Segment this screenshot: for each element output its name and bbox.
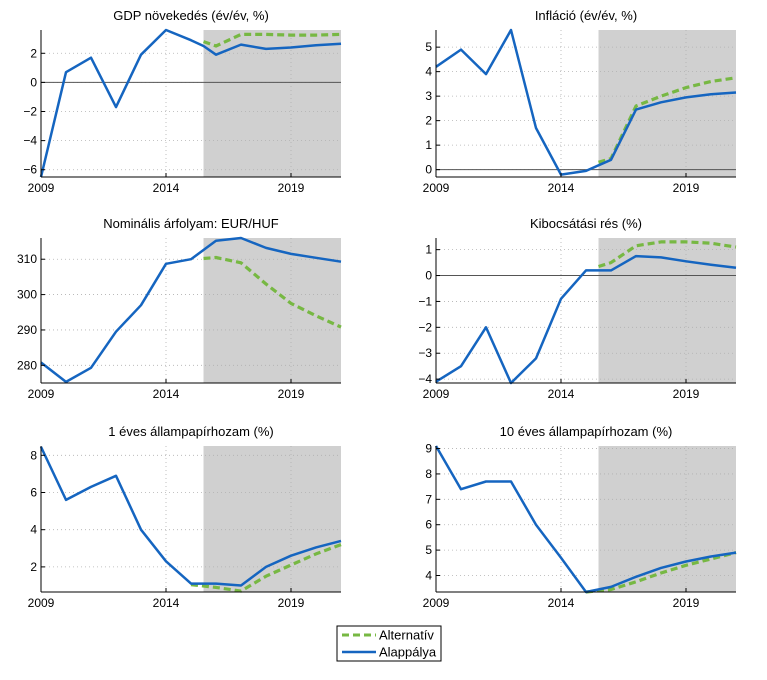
chart-panel-3: Nominális árfolyam: EUR/HUF 280 290 300 310 2…: [17, 216, 342, 401]
x-tick-label: 2019: [278, 387, 305, 401]
y-tick-label: 4: [425, 568, 432, 582]
y-tick-label: 300: [17, 288, 37, 302]
x-tick-label: 2019: [673, 181, 700, 195]
chart-title: Kibocsátási rés (%): [530, 216, 642, 231]
y-tick-label: 8: [425, 467, 432, 481]
x-tick-label: 2014: [548, 387, 575, 401]
y-tick-label: 4: [425, 65, 432, 79]
chart-panel-6: 10 éves állampapírhozam (%) 4 5 6 7 8 9 2009 201…: [423, 424, 737, 610]
forecast-shade: [203, 238, 341, 383]
chart-title: 1 éves állampapírhozam (%): [108, 424, 273, 439]
chart-title: Nominális árfolyam: EUR/HUF: [103, 216, 279, 231]
y-tick-label: 5: [425, 543, 432, 557]
x-tick-label: 2009: [28, 181, 55, 195]
forecast-shade: [203, 446, 341, 592]
x-tick-label: 2014: [153, 181, 180, 195]
series-line-baseline: [40, 236, 342, 384]
y-tick-label: 0: [425, 269, 432, 283]
y-tick-label: 8: [30, 448, 37, 462]
x-tick-label: 2009: [423, 596, 450, 610]
y-tick-label: 310: [17, 252, 37, 266]
y-tick-label: 6: [30, 485, 37, 499]
y-tick-label: −4: [23, 134, 37, 148]
y-tick-label: −1: [418, 294, 432, 308]
forecast-shade: [598, 446, 736, 592]
x-tick-label: 2009: [423, 181, 450, 195]
x-tick-label: 2014: [153, 596, 180, 610]
y-tick-label: −3: [418, 346, 432, 360]
y-tick-label: 6: [425, 518, 432, 532]
chart-panel-1: GDP növekedés (év/év, %) −6 −4 −2 0 2 2009 2014…: [23, 8, 342, 195]
chart-title: 10 éves állampapírhozam (%): [500, 424, 673, 439]
y-tick-label: 9: [425, 442, 432, 456]
y-tick-label: 2: [30, 46, 37, 60]
legend-baseline-label: Alappálya: [379, 645, 437, 660]
series-line-baseline: [435, 254, 737, 385]
x-tick-label: 2009: [423, 387, 450, 401]
chart-title: GDP növekedés (év/év, %): [113, 8, 269, 23]
chart-panel-2: Infláció (év/év, %) 0 1 2 3 4 5 2009 2014 2019: [423, 8, 737, 195]
y-tick-label: 290: [17, 323, 37, 337]
x-tick-label: 2019: [673, 387, 700, 401]
x-tick-label: 2009: [28, 596, 55, 610]
y-tick-label: 4: [30, 523, 37, 537]
x-tick-label: 2014: [153, 387, 180, 401]
y-tick-label: 1: [425, 243, 432, 257]
legend: Alternatív Alappálya: [336, 625, 442, 662]
series-line-baseline: [39, 446, 342, 587]
chart-title: Infláció (év/év, %): [535, 8, 637, 23]
y-tick-label: 280: [17, 358, 37, 372]
y-tick-label: 0: [425, 163, 432, 177]
legend-alternative-label: Alternatív: [379, 628, 434, 643]
chart-panel-4: Kibocsátási rés (%) −4 −3 −2 −1 0 1 2009 2014 201…: [418, 216, 737, 401]
series-line-alternative: [190, 543, 342, 593]
y-tick-label: 1: [425, 138, 432, 152]
y-tick-label: 5: [425, 40, 432, 54]
y-tick-label: 7: [425, 492, 432, 506]
series-line-baseline: [39, 28, 342, 178]
y-tick-label: −6: [23, 163, 37, 177]
series-line-alternative: [203, 255, 342, 329]
x-tick-label: 2014: [548, 596, 575, 610]
y-tick-label: −4: [418, 372, 432, 386]
x-tick-label: 2014: [548, 181, 575, 195]
forecast-shade: [598, 238, 736, 383]
y-tick-label: 2: [425, 114, 432, 128]
y-tick-label: −2: [418, 320, 432, 334]
y-tick-label: 3: [425, 89, 432, 103]
y-tick-label: 2: [30, 560, 37, 574]
chart-panel-5: 1 éves állampapírhozam (%) 2 4 6 8 2009 2014 20…: [28, 424, 342, 610]
forecast-shade: [598, 30, 736, 177]
y-tick-label: −2: [23, 105, 37, 119]
x-tick-label: 2019: [278, 181, 305, 195]
x-tick-label: 2009: [28, 387, 55, 401]
series-line-alternative: [585, 551, 737, 594]
x-tick-label: 2019: [278, 596, 305, 610]
series-line-baseline: [435, 28, 737, 176]
series-line-alternative: [598, 240, 737, 269]
x-tick-label: 2019: [673, 596, 700, 610]
series-line-alternative: [202, 32, 342, 48]
y-tick-label: 0: [30, 75, 37, 89]
legend-frame: [336, 625, 442, 662]
forecast-shade: [203, 30, 341, 177]
